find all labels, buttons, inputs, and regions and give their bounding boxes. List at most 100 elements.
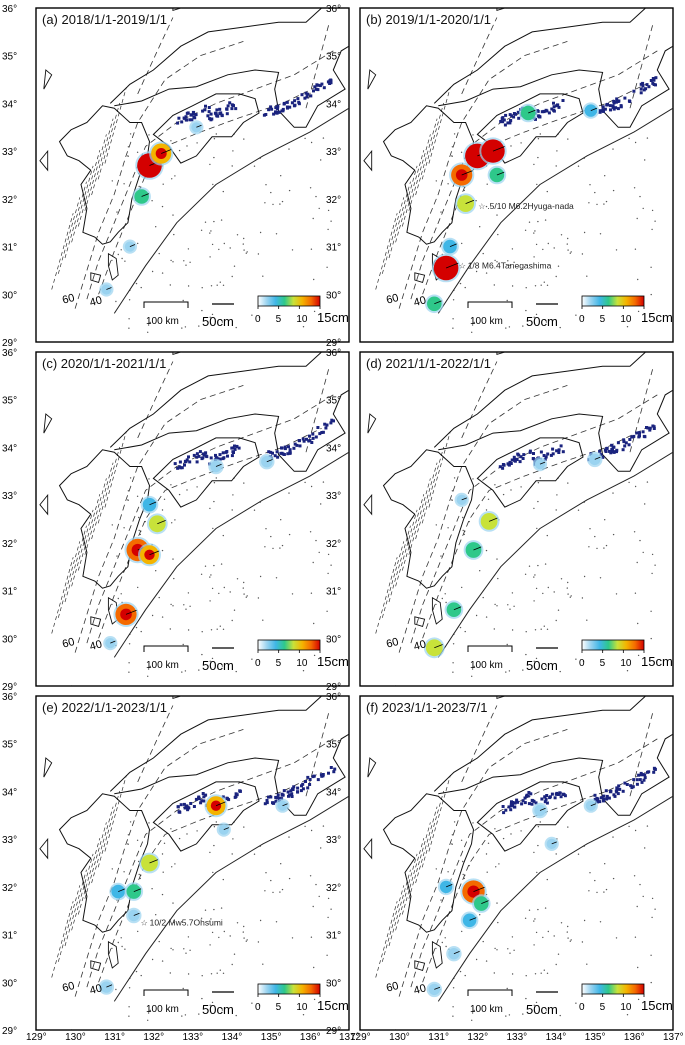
slip-hotspot (277, 800, 288, 811)
station-dot (567, 925, 569, 928)
station-dot (440, 211, 442, 213)
tremor-marker (543, 457, 547, 461)
slip-vector (461, 170, 473, 176)
station-dot (232, 838, 234, 840)
tremor-marker (621, 789, 625, 793)
station-dot (586, 963, 588, 965)
trench-line (437, 451, 673, 658)
station-dot (229, 935, 231, 937)
tremor-marker (182, 116, 186, 120)
station-dot (313, 278, 315, 281)
tremor-marker (238, 789, 242, 793)
station-dot (533, 232, 535, 234)
tremor-marker (188, 118, 192, 122)
tremor-marker (320, 82, 324, 86)
station-dot (540, 972, 542, 974)
lon-tick-label: 134° (222, 1032, 243, 1043)
island (367, 69, 377, 90)
contour-label: 60 (61, 980, 76, 995)
station-dot (196, 486, 198, 488)
tremor-marker (234, 792, 238, 796)
panel-title: (e) 2022/1/1-2023/1/1 (42, 700, 167, 715)
tremor-marker (278, 110, 281, 114)
tremor-marker (311, 432, 315, 436)
station-dot (654, 564, 656, 566)
slip-vector (110, 640, 116, 644)
station-dot (651, 209, 654, 212)
slab-depth-line (401, 150, 425, 227)
tremor-marker (202, 795, 206, 799)
station-dot (327, 916, 329, 919)
station-dot (120, 249, 122, 251)
tremor-marker (611, 104, 615, 108)
station-dot (259, 231, 262, 234)
station-dot (612, 836, 614, 838)
lon-tick-label: 137° (339, 1032, 360, 1043)
station-dot (322, 137, 325, 139)
lat-tick-label: 29° (2, 682, 17, 693)
station-dot (216, 972, 218, 974)
tremor-marker (308, 434, 311, 438)
station-dot (204, 221, 207, 223)
station-dot (326, 981, 328, 984)
station-dot (279, 203, 281, 205)
tremor-marker (544, 108, 548, 112)
coastline (58, 105, 151, 245)
lat-tick-label: 29° (326, 682, 341, 693)
tremor-marker (235, 444, 239, 448)
station-dot (498, 863, 500, 865)
station-dot (575, 314, 577, 316)
station-dot (264, 890, 266, 892)
slab-depth-line (104, 87, 127, 164)
station-dot (472, 478, 474, 480)
station-dot (213, 826, 216, 828)
slab-depth-line (428, 431, 451, 508)
station-dot (127, 843, 129, 845)
station-dot (462, 516, 464, 519)
tremor-marker (184, 118, 188, 122)
lon-tick-label: 135° (261, 1032, 282, 1043)
station-dot (219, 625, 221, 627)
station-dot (128, 327, 130, 329)
station-dot (245, 252, 247, 254)
slip-vector (465, 199, 475, 204)
station-dot (634, 829, 637, 832)
colorbar-tick-label: 5 (600, 1002, 606, 1013)
station-dot (243, 249, 245, 251)
station-dot (258, 660, 261, 662)
station-dot (149, 665, 151, 668)
tremor-marker (499, 120, 503, 123)
station-dot (170, 484, 172, 486)
tremor-marker (612, 445, 616, 449)
station-dot (233, 265, 236, 267)
station-dot (570, 939, 572, 941)
lat-tick-label: 30° (326, 290, 341, 301)
slip-vector (141, 193, 150, 197)
lon-tick-label: 135° (585, 1032, 606, 1043)
tremor-marker (520, 802, 524, 806)
tremor-marker (639, 773, 643, 777)
vector-scale-label: 50cm (526, 658, 558, 673)
tremor-marker (542, 454, 546, 457)
station-dot (200, 229, 203, 231)
slab-depth-line (57, 197, 81, 274)
station-dot (184, 1014, 187, 1016)
station-dot (533, 507, 535, 510)
tremor-marker (207, 110, 211, 114)
slab-depth-line (84, 822, 107, 899)
station-dot (435, 947, 437, 950)
tremor-marker (288, 451, 292, 455)
station-dot (201, 997, 203, 1000)
station-dot (471, 331, 473, 333)
station-dot (636, 217, 638, 220)
slab-contour (86, 50, 334, 300)
tremor-marker (546, 452, 550, 456)
station-dot (220, 219, 223, 221)
tremor-marker (514, 112, 518, 116)
station-dot (505, 671, 507, 673)
station-dot (253, 165, 256, 167)
lat-tick-label: 31° (2, 587, 17, 598)
tremor-marker (314, 87, 318, 91)
slip-vector (106, 984, 113, 988)
station-dot (460, 151, 463, 153)
